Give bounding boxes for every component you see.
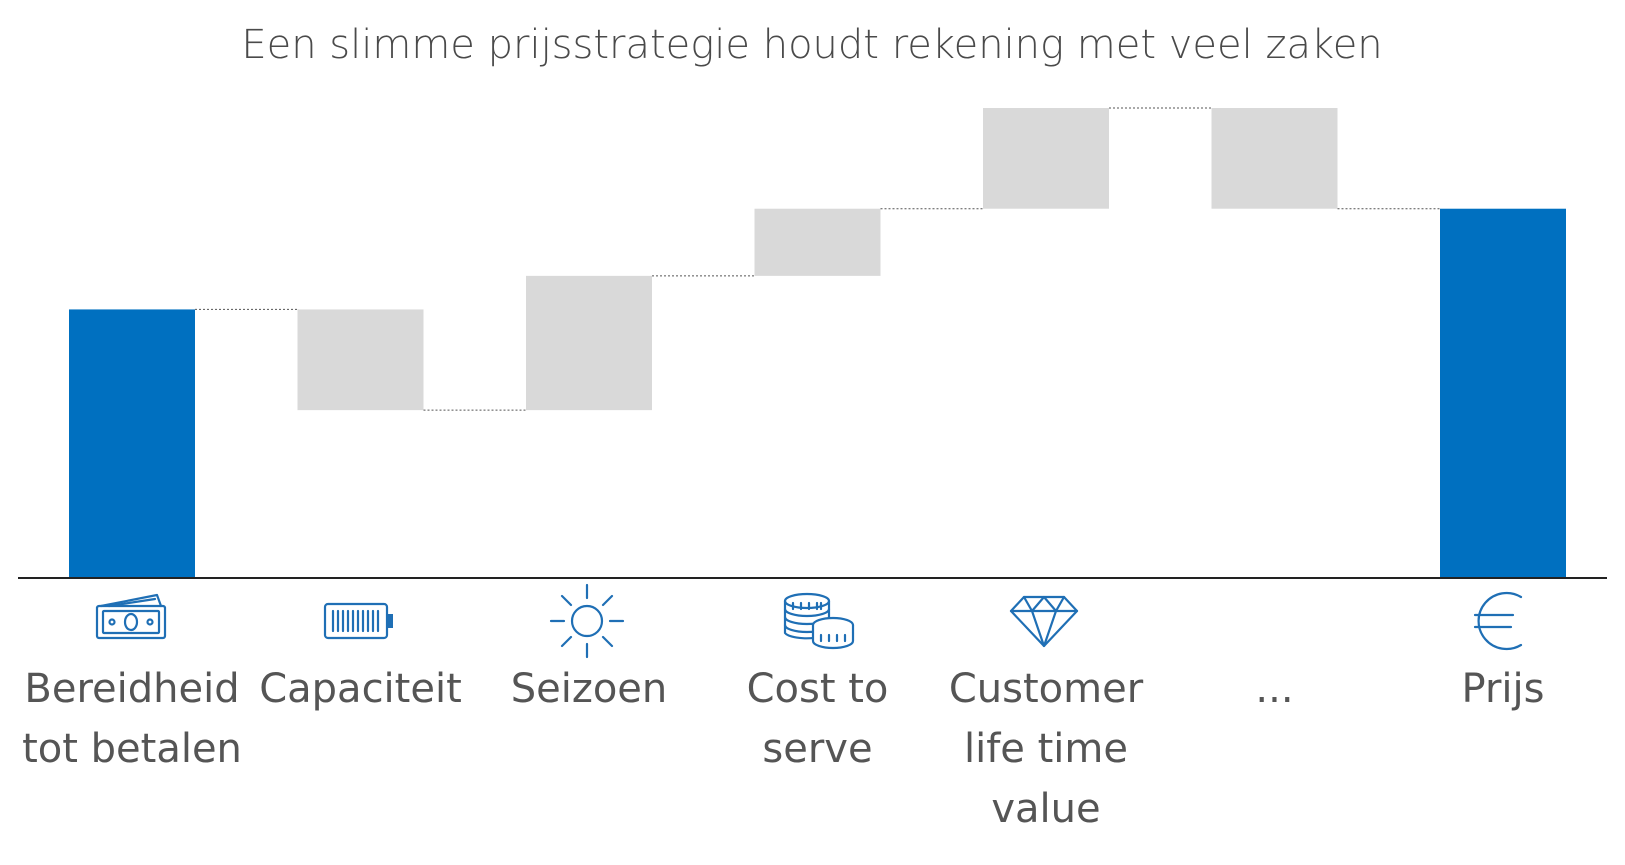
category-label-5: ... bbox=[1255, 666, 1293, 712]
category-label-2: Seizoen bbox=[511, 666, 668, 712]
euro-icon bbox=[1473, 591, 1523, 651]
category-label-0: Bereidheid tot betalen bbox=[22, 666, 242, 772]
bar-1 bbox=[297, 309, 424, 411]
coins-icon bbox=[783, 592, 855, 650]
bar-0 bbox=[69, 309, 195, 578]
chart-title: Een slimme prijsstrategie houdt rekening… bbox=[241, 22, 1382, 68]
sun-icon bbox=[549, 583, 625, 659]
battery-icon bbox=[323, 602, 393, 640]
category-labels: Bereidheid tot betalen Capaciteit Seizoen Co… bbox=[22, 666, 1544, 832]
bar-3 bbox=[754, 208, 881, 276]
bar-2 bbox=[526, 275, 652, 411]
diamond-icon bbox=[1009, 595, 1079, 648]
bar-4 bbox=[983, 108, 1109, 209]
bar-6 bbox=[1440, 208, 1566, 578]
bars-layer bbox=[69, 108, 1566, 578]
banknote-icon bbox=[95, 593, 167, 640]
category-label-1: Capaciteit bbox=[259, 666, 462, 712]
bar-5 bbox=[1211, 108, 1338, 209]
category-label-3: Cost to serve bbox=[747, 666, 889, 772]
connectors-layer bbox=[195, 107, 1440, 411]
category-label-6: Prijs bbox=[1462, 666, 1545, 712]
category-label-4: Customer life time value bbox=[949, 666, 1144, 832]
